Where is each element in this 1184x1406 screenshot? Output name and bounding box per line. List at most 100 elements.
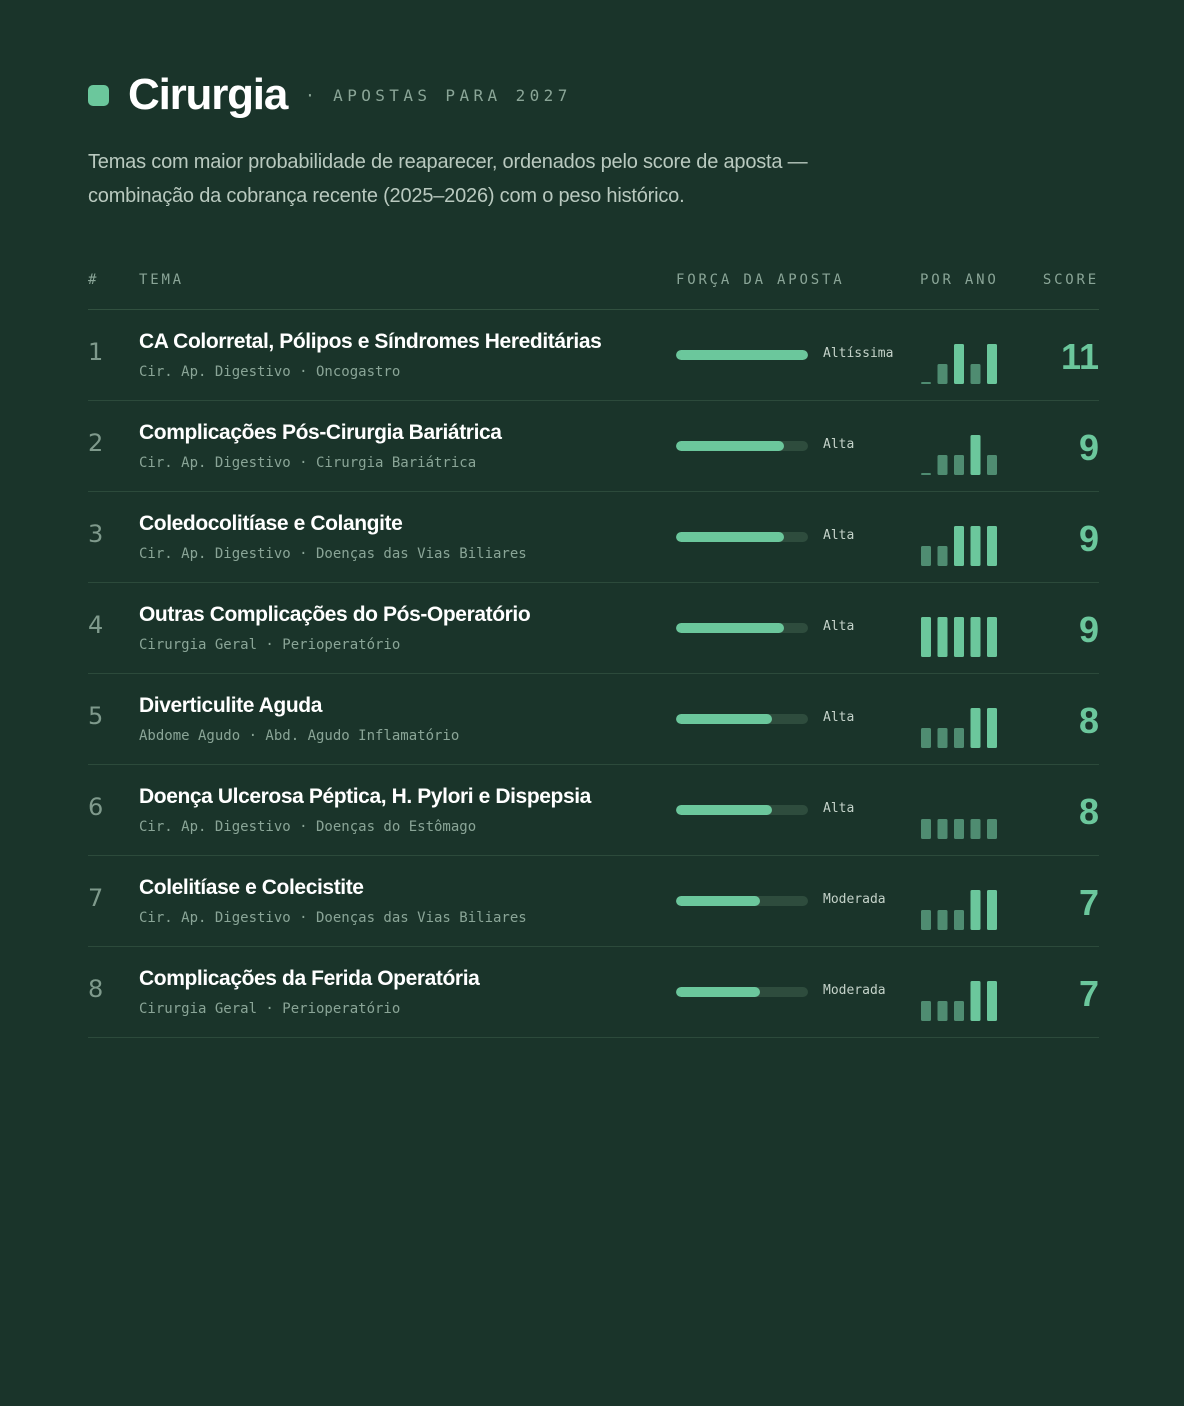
row-rank: 1: [88, 338, 104, 366]
year-bar: [954, 455, 964, 475]
year-sparkline: [921, 526, 997, 566]
strength-level: Altíssima: [823, 346, 894, 361]
strength-bar: [676, 987, 808, 997]
table-row[interactable]: 6 Doença Ulcerosa Péptica, H. Pylori e Di…: [88, 765, 1099, 856]
score-value: 8: [1078, 791, 1099, 832]
year-bar: [954, 819, 964, 839]
year-bar: [921, 819, 931, 839]
year-bar: [987, 890, 997, 930]
topic-category: Cirurgia Geral · Perioperatório: [139, 1001, 401, 1017]
strength-level: Moderada: [823, 892, 886, 907]
table-row[interactable]: 7 Colelitíase e Colecistite Cir. Ap. Diges…: [88, 856, 1099, 947]
table-row[interactable]: 4 Outras Complicações do Pós-Operatório Ci…: [88, 583, 1099, 674]
year-bar: [954, 617, 964, 657]
table-row[interactable]: 5 Diverticulite Aguda Abdome Agudo · Abd. …: [88, 674, 1099, 765]
year-bar: [937, 364, 948, 384]
table-header: # TEMA FORÇA DA APOSTA POR ANO SCORE: [88, 249, 1099, 310]
year-sparkline: [921, 708, 997, 748]
strength-bar-fill: [676, 623, 785, 633]
year-bar: [937, 1001, 948, 1021]
year-bar: [921, 473, 931, 475]
row-rank: 6: [88, 793, 104, 821]
year-sparkline: [921, 344, 997, 384]
strength-bar: [676, 441, 808, 451]
topic-category: Abdome Agudo · Abd. Agudo Inflamatório: [139, 728, 460, 744]
page-subtitle: Temas com maior probabilidade de reapare…: [88, 151, 808, 207]
row-rank: 8: [88, 975, 104, 1003]
strength-bar: [676, 532, 808, 542]
strength-bar: [676, 714, 808, 724]
year-bar: [954, 526, 964, 566]
strength-bar-fill: [676, 805, 773, 815]
topic-name: Complicações Pós-Cirurgia Bariátrica: [139, 421, 502, 444]
year-bar: [954, 728, 964, 748]
score-value: 9: [1078, 609, 1099, 650]
page-kicker: · APOSTAS PARA 2027: [305, 85, 572, 105]
year-bar: [937, 910, 948, 930]
row-rank: 2: [88, 429, 104, 457]
strength-level: Moderada: [823, 983, 886, 998]
table-row[interactable]: 3 Coledocolitíase e Colangite Cir. Ap. Dig…: [88, 492, 1099, 583]
strength-bar-fill: [676, 714, 773, 724]
topic-category: Cir. Ap. Digestivo · Doenças das Vias Bi…: [139, 546, 527, 562]
year-bar: [937, 819, 948, 839]
strength-level: Alta: [823, 437, 855, 452]
year-bar: [970, 708, 981, 748]
topic-name: Colelitíase e Colecistite: [139, 876, 364, 899]
year-bar: [987, 617, 997, 657]
strength-bar-fill: [676, 441, 785, 451]
accent-dot-icon: [88, 84, 109, 106]
topic-category: Cir. Ap. Digestivo · Doenças das Vias Bi…: [139, 910, 527, 926]
year-bar: [987, 708, 997, 748]
year-bar: [954, 344, 964, 384]
score-value: 7: [1078, 882, 1099, 923]
strength-level: Alta: [823, 528, 855, 543]
strength-bar-fill: [676, 987, 761, 997]
score-value: 11: [1060, 336, 1099, 377]
score-value: 7: [1078, 973, 1099, 1014]
strength-bar: [676, 623, 808, 633]
column-header-score: SCORE: [1042, 272, 1099, 288]
strength-level: Alta: [823, 710, 855, 725]
page-title: Cirurgia: [128, 70, 288, 119]
year-bar: [921, 910, 931, 930]
table-row[interactable]: 8 Complicações da Ferida Operatória Cirurg…: [88, 947, 1099, 1038]
page-header: Cirurgia · APOSTAS PARA 2027: [88, 70, 1099, 119]
year-bar: [921, 1001, 931, 1021]
column-header-rank: #: [88, 272, 100, 288]
topic-name: Outras Complicações do Pós-Operatório: [139, 603, 531, 626]
year-bar: [921, 728, 931, 748]
column-header-per-year: POR ANO: [920, 272, 999, 288]
row-rank: 7: [88, 884, 104, 912]
strength-bar-fill: [676, 532, 785, 542]
strength-bar-fill: [676, 350, 808, 360]
topic-category: Cir. Ap. Digestivo · Oncogastro: [139, 364, 401, 380]
column-header-topic: TEMA: [139, 272, 184, 288]
column-header-strength: FORÇA DA APOSTA: [676, 272, 845, 288]
year-bar: [921, 546, 931, 566]
year-bar: [937, 546, 948, 566]
strength-bar: [676, 805, 808, 815]
table-row[interactable]: 2 Complicações Pós-Cirurgia Bariátrica Cir…: [88, 401, 1099, 492]
score-value: 8: [1078, 700, 1099, 741]
year-sparkline: [921, 981, 997, 1021]
year-sparkline: [921, 617, 997, 657]
topic-name: Doença Ulcerosa Péptica, H. Pylori e Dis…: [139, 785, 591, 808]
year-bar: [921, 382, 931, 384]
year-bar: [970, 617, 981, 657]
year-bar: [970, 364, 981, 384]
page: Cirurgia · APOSTAS PARA 2027 Temas com m…: [88, 70, 1099, 1038]
table-row[interactable]: 1 CA Colorretal, Pólipos e Síndromes Here…: [88, 310, 1099, 401]
year-sparkline: [921, 819, 997, 839]
year-bar: [987, 819, 997, 839]
row-rank: 3: [88, 520, 104, 548]
year-bar: [921, 617, 931, 657]
year-bar: [970, 981, 981, 1021]
year-bar: [937, 728, 948, 748]
year-sparkline: [921, 890, 997, 930]
year-bar: [970, 819, 981, 839]
year-bar: [987, 344, 997, 384]
topic-category: Cir. Ap. Digestivo · Cirurgia Bariátrica: [139, 455, 477, 471]
ranking-list: 1 CA Colorretal, Pólipos e Síndromes Here…: [88, 310, 1099, 1038]
strength-bar: [676, 896, 808, 906]
